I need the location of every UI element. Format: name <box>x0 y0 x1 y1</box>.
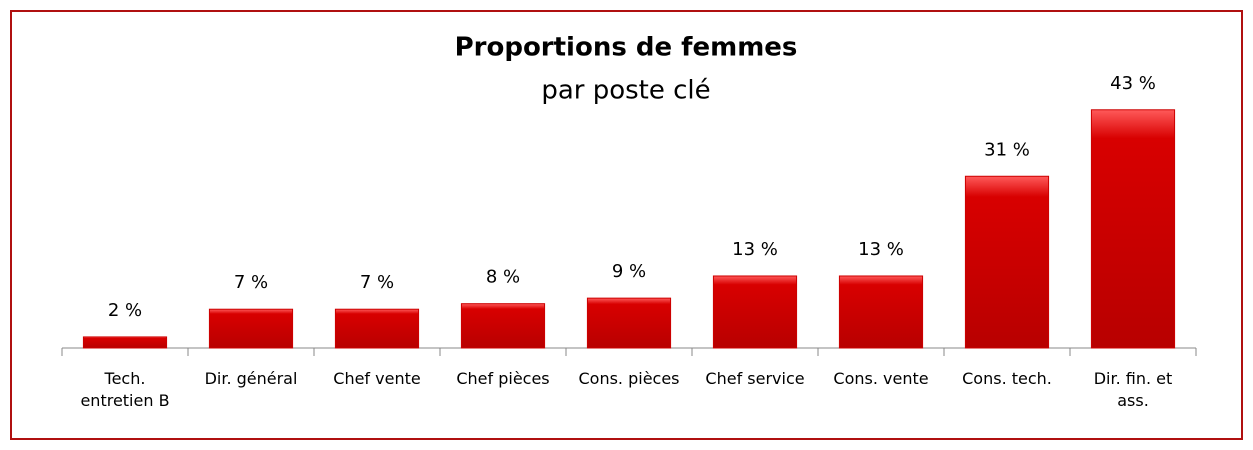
bar <box>964 175 1050 349</box>
x-tick-label: Cons. vente <box>833 369 929 388</box>
data-label: 8 % <box>486 267 520 288</box>
bar <box>712 275 798 349</box>
x-tick-label: Dir. général <box>204 369 298 388</box>
x-tick-label: Chef vente <box>333 369 421 388</box>
chart-subtitle: par poste clé <box>541 76 710 106</box>
bar <box>460 303 546 349</box>
data-label: 2 % <box>108 300 142 321</box>
data-label: 9 % <box>612 261 646 282</box>
data-label: 13 % <box>858 239 904 260</box>
bar <box>208 308 294 349</box>
bar <box>334 308 420 349</box>
x-tick-label: Dir. fin. et ass. <box>1093 369 1173 410</box>
data-label: 7 % <box>234 272 268 293</box>
x-tick-label: Cons. tech. <box>962 369 1052 388</box>
x-tick-label: Chef service <box>705 369 805 388</box>
data-label: 13 % <box>732 239 778 260</box>
data-label: 31 % <box>984 139 1030 160</box>
bar <box>82 336 168 349</box>
data-label: 43 % <box>1110 73 1156 94</box>
chart-title: Proportions de femmes <box>455 33 798 63</box>
x-tick-label: Tech. entretien B <box>80 369 170 410</box>
x-tick-label: Cons. pièces <box>578 369 680 388</box>
bar <box>586 297 672 349</box>
data-label: 7 % <box>360 272 394 293</box>
x-tick-label: Chef pièces <box>456 369 550 388</box>
bar <box>838 275 924 349</box>
bar <box>1090 109 1176 349</box>
